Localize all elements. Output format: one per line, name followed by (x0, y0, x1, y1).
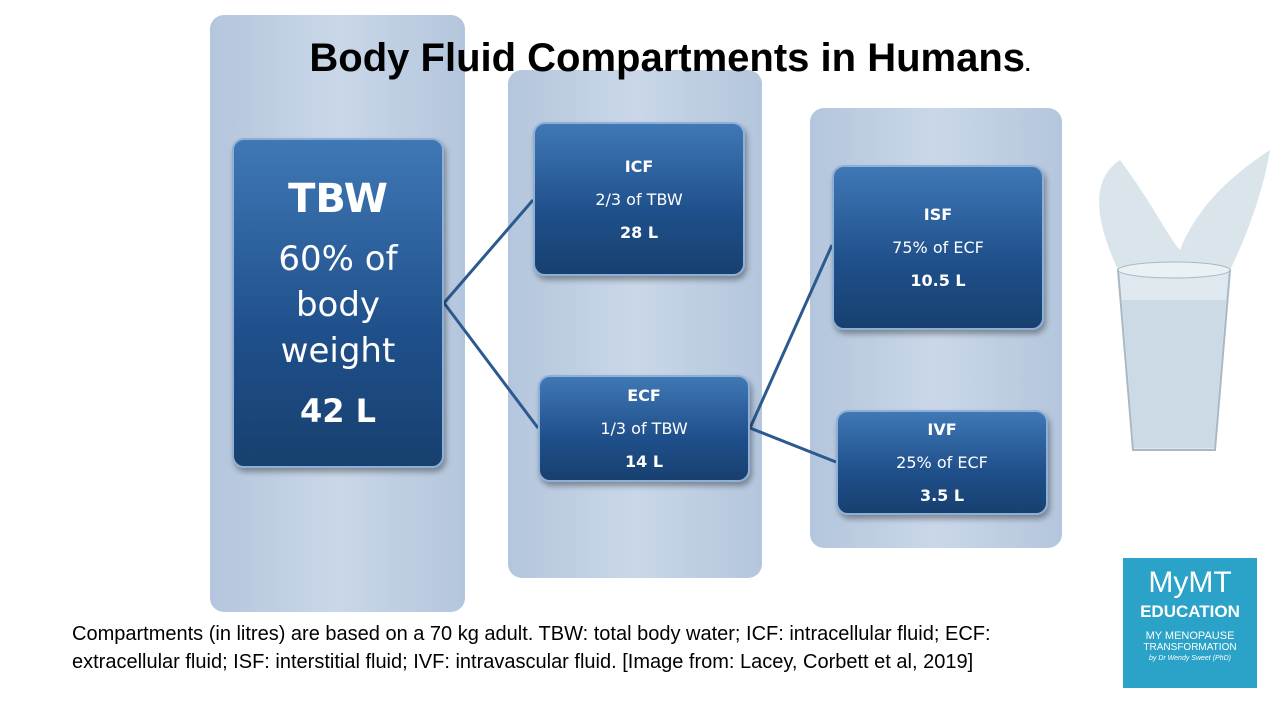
title: Body Fluid Compartments in Humans. (0, 36, 1280, 81)
node-text: 60% of (278, 239, 398, 279)
node-text: body (295, 285, 381, 325)
node-text: 25% of ECF (896, 453, 988, 472)
node-text: 1/3 of TBW (600, 419, 688, 438)
node-label: IVF (927, 420, 957, 439)
caption: Compartments (in litres) are based on a … (72, 623, 991, 673)
logo-text: MY MENOPAUSE (1145, 630, 1235, 642)
water-glass (1099, 150, 1270, 451)
logo-text: EDUCATION (1140, 602, 1240, 621)
node-value: 42 L (299, 392, 377, 430)
node-value: 10.5 L (910, 271, 966, 290)
node-value: 3.5 L (919, 486, 965, 505)
node-ecf: ECF 1/3 of TBW 14 L (538, 375, 750, 482)
node-label: ICF (624, 156, 654, 176)
node-isf: ISF 75% of ECF 10.5 L (832, 165, 1044, 330)
node-label: ISF (923, 205, 953, 224)
node-value: 14 L (624, 452, 664, 471)
logo: MyMT EDUCATION MY MENOPAUSE TRANSFORMATI… (1123, 558, 1257, 688)
logo-brand: MyMT (1148, 566, 1232, 599)
node-text: 2/3 of TBW (595, 189, 683, 209)
node-label: ECF (627, 386, 661, 405)
node-icf: ICF 2/3 of TBW 28 L (533, 122, 745, 276)
connector (747, 244, 837, 464)
node-text: weight (280, 331, 396, 371)
logo-text: TRANSFORMATION (1143, 642, 1237, 653)
connector (442, 199, 540, 429)
title-suffix: . (1025, 54, 1031, 76)
logo-text: by Dr Wendy Sweet (PhD) (1149, 655, 1231, 662)
node-value: 28 L (619, 222, 659, 242)
node-tbw: TBW 60% of body weight 42 L (232, 138, 444, 468)
title-text: Body Fluid Compartments in Humans (309, 36, 1026, 80)
node-label: TBW (288, 176, 388, 222)
node-ivf: IVF 25% of ECF 3.5 L (836, 410, 1048, 515)
node-text: 75% of ECF (892, 238, 984, 257)
